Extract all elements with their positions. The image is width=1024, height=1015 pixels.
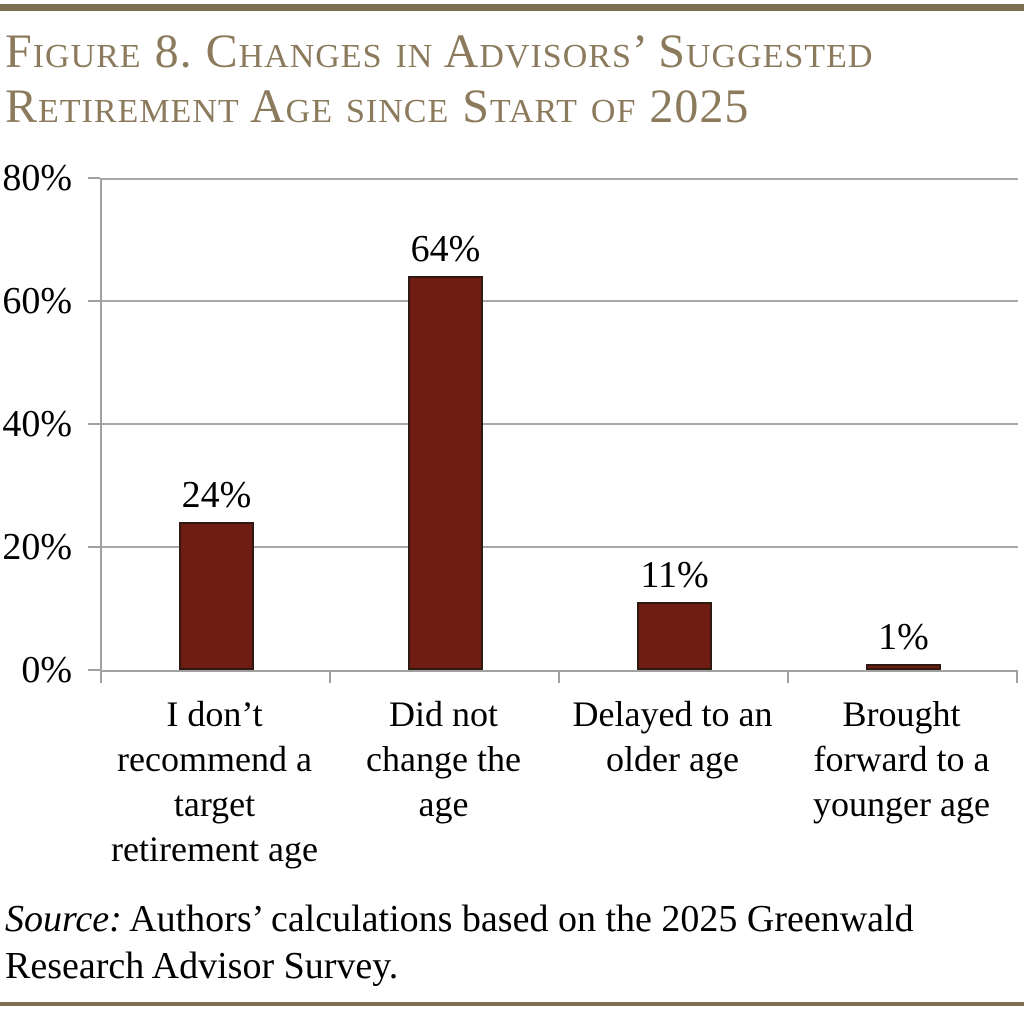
bar-2 [637, 602, 712, 670]
y-tick-label-80: 80% [2, 157, 72, 199]
y-axis-tick-0 [88, 669, 100, 671]
x-axis-tick-2 [558, 670, 560, 683]
y-tick-label-0: 0% [21, 649, 72, 691]
bar-value-label-0: 24% [181, 474, 252, 517]
bottom-divider-rule [0, 1002, 1024, 1006]
plot-area: 24% 64% 11% 1% [100, 178, 1018, 672]
bar-3 [866, 663, 941, 670]
source-label: Source: [5, 898, 122, 940]
x-axis-tick-4 [1016, 670, 1018, 683]
y-tick-label-20: 20% [2, 526, 72, 568]
bar-value-label-2: 11% [640, 554, 709, 597]
x-axis-tick-0 [100, 670, 102, 683]
gridline-80 [102, 178, 1018, 180]
category-label-0: I don’t recommend a target retirement ag… [111, 694, 318, 869]
y-tick-label-60: 60% [2, 280, 72, 322]
category-label-2: Delayed to an older age [572, 694, 773, 779]
gridline-20 [102, 546, 1018, 548]
category-label-1: Did not change the age [366, 694, 521, 824]
y-axis-tick-20 [88, 546, 100, 548]
bar-value-label-3: 1% [878, 615, 929, 658]
y-axis-tick-80 [88, 177, 100, 179]
source-note: Source: Authors’ calculations based on t… [5, 896, 1019, 990]
bar-0 [179, 522, 254, 670]
bar-value-label-1: 64% [410, 228, 481, 271]
y-tick-label-40: 40% [2, 403, 72, 445]
bar-1 [408, 276, 483, 670]
x-axis-tick-1 [329, 670, 331, 683]
bar-chart: 24% 64% 11% 1% 0% 20% 40% 60% 80% I don’t recomm… [0, 157, 1024, 878]
y-axis-tick-40 [88, 423, 100, 425]
category-label-3: Brought forward to a younger age [813, 694, 990, 824]
gridline-60 [102, 300, 1018, 302]
gridline-40 [102, 423, 1018, 425]
top-divider-rule [0, 4, 1024, 11]
source-text: Authors’ calculations based on the 2025 … [5, 898, 914, 987]
y-axis-tick-60 [88, 300, 100, 302]
figure-title: Figure 8. Changes in Advisors’ Suggested… [5, 25, 874, 133]
x-axis-tick-3 [787, 670, 789, 683]
